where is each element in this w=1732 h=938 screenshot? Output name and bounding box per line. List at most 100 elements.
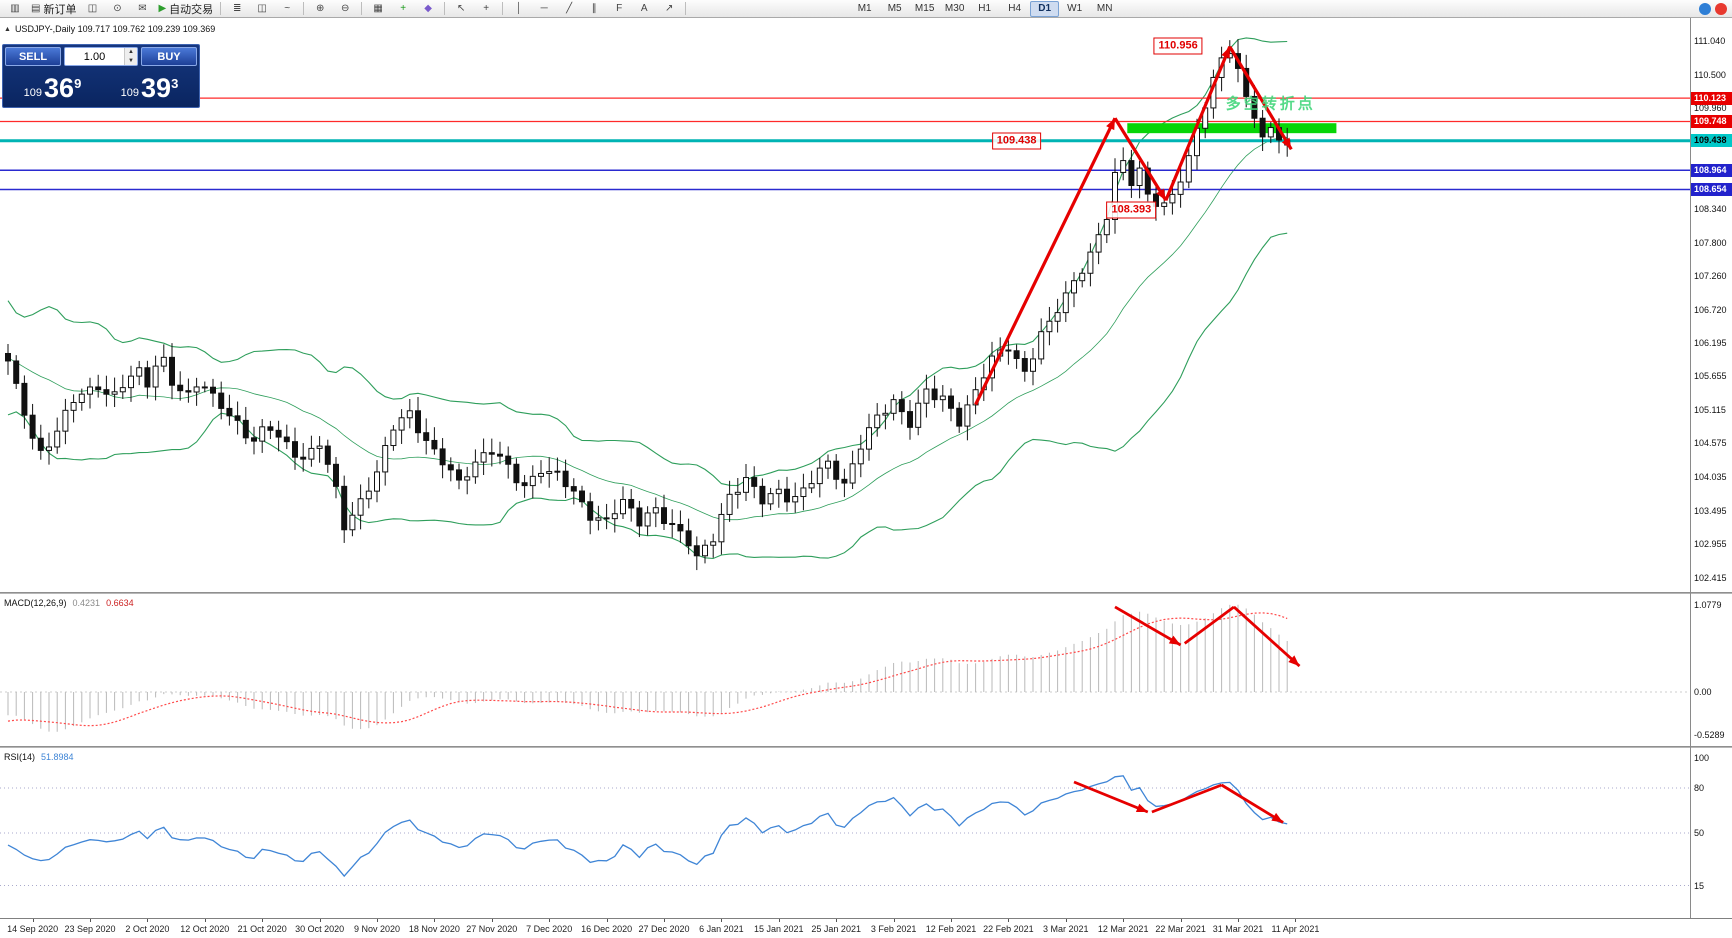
price-axis-tick: 106.195 [1694,337,1727,348]
alerts-icon[interactable]: ⊙ [105,0,129,17]
new-order-button[interactable]: ▤ 新订单 [28,0,79,17]
time-axis-label: 14 Sep 2020 [7,924,59,934]
macd-panel[interactable]: MACD(12,26,9) 0.4231 0.6634 1.0779 0.00 -0.5… [0,594,1732,746]
time-axis-label: 22 Feb 2021 [983,924,1034,934]
time-axis-tick [1238,919,1239,922]
trendline-icon[interactable]: ╱ [557,0,581,17]
time-axis-tick [721,919,723,922]
price-axis-tick: 103.495 [1694,505,1727,516]
dip-price-flag[interactable]: 108.393 [1106,201,1157,219]
timeframe-m1[interactable]: M1 [857,3,872,14]
panel-separator[interactable] [0,746,1732,748]
price-axis-tick: 105.655 [1694,371,1727,382]
crosshair-icon[interactable]: + [474,0,498,17]
time-axis-tick [377,919,378,922]
price-axis-tick: 108.340 [1694,204,1727,215]
time-axis-tick [90,919,91,922]
alerts-icon: ⊙ [113,2,122,14]
expand-ohlc-icon[interactable]: ▲ [4,25,11,33]
panel-separator[interactable] [0,592,1732,594]
rsi-axis-tick: 100 [1694,753,1710,763]
macd-axis: 1.0779 0.00 -0.5289 [1691,594,1732,746]
buy-button[interactable]: BUY [141,47,197,66]
time-axis-label: 25 Jan 2021 [811,924,861,934]
zoom-in-icon[interactable]: ⊕ [308,0,332,17]
macd-canvas[interactable] [0,594,1690,746]
price-chart-panel[interactable]: ▲ USDJPY-,Daily 109.717 109.762 109.239 … [0,18,1732,592]
horizontal-line-icon: ─ [540,2,548,14]
time-axis-tick [951,919,952,922]
timeframe-w1[interactable]: W1 [1067,3,1083,14]
volume-input[interactable] [65,48,124,65]
buy-price-display[interactable]: 109 39 3 [102,68,197,105]
sell-price-display[interactable]: 109 36 9 [5,68,100,105]
zoom-in-icon: ⊕ [315,2,325,14]
volume-down-icon[interactable]: ▼ [125,56,137,65]
peak-price-flag[interactable]: 110.956 [1153,37,1203,55]
time-axis-label: 3 Feb 2021 [870,924,917,934]
time-axis[interactable]: 14 Sep 2020 23 Sep 2020 2 Oct 2020 12 Oct 2… [0,918,1732,938]
time-axis-tick [147,919,149,922]
arrows-tool-icon: ↗ [664,2,674,14]
time-axis-label: 12 Oct 2020 [180,924,230,934]
time-axis-label: 12 Mar 2021 [1097,924,1149,934]
volume-up-icon[interactable]: ▲ [125,48,137,57]
indicators-icon: + [400,2,407,14]
price-axis-tick: 104.575 [1694,438,1727,449]
price-axis-flag: 110.123 [1691,91,1732,105]
sell-button[interactable]: SELL [5,47,61,66]
indicators-icon[interactable]: + [391,0,415,17]
candlestick-mode-icon[interactable]: ◫ [250,0,274,17]
live-update-icon[interactable] [1715,2,1727,15]
macd-axis-tick: -0.5289 [1694,729,1725,740]
cn-turning-point-note[interactable]: 多空转折点 [1225,95,1316,113]
toolbar-separator [502,2,504,15]
sell-price-main: 36 [44,73,75,103]
cursor-icon: ↖ [456,2,466,14]
time-axis-tick [664,919,665,922]
channel-icon[interactable]: ∥ [582,0,606,17]
timeframe-mn[interactable]: MN [1096,3,1113,14]
rsi-canvas[interactable] [0,748,1690,918]
support-price-flag[interactable]: 109.438 [991,132,1042,150]
symbol-header: ▲ USDJPY-,Daily 109.717 109.762 109.239 … [4,24,215,34]
new-chart-icon: ▥ [10,2,20,14]
time-axis-label: 30 Oct 2020 [295,924,345,934]
templates-icon[interactable]: ◆ [416,0,440,17]
timeframe-m5[interactable]: M5 [887,3,902,14]
fibonacci-icon[interactable]: F [607,0,631,17]
toolbar-right-icons [1699,2,1729,15]
chart-profiles-icon: ◫ [87,2,98,14]
tile-windows-icon[interactable]: ▦ [366,0,390,17]
timeframe-m30[interactable]: M30 [944,3,965,14]
timeframe-m15[interactable]: M15 [914,3,935,14]
cursor-icon[interactable]: ↖ [449,0,473,17]
zoom-out-icon[interactable]: ⊖ [333,0,357,17]
auto-trading-button[interactable]: ▶ 自动交易 [155,0,216,17]
price-axis[interactable]: 111.040 110.500 109.960 108.340 107.800 107.2… [1691,18,1732,592]
tile-windows-icon: ▦ [373,2,383,14]
time-axis-label: 7 Dec 2020 [526,924,573,934]
community-icon[interactable] [1699,2,1711,15]
price-chart-canvas[interactable] [0,18,1690,592]
time-axis-label: 31 Mar 2021 [1212,924,1264,934]
new-chart-icon[interactable]: ▥ [3,0,27,17]
rsi-panel[interactable]: RSI(14) 51.8984 100 80 50 15 [0,748,1732,918]
time-axis-tick [32,919,34,922]
toolbar-separator [220,2,222,15]
bar-chart-mode-icon[interactable]: ≣ [225,0,249,17]
arrows-tool-icon[interactable]: ↗ [657,0,681,17]
time-axis-tick [1065,919,1067,922]
mail-icon[interactable]: ✉ [130,0,154,17]
timeframe-d1[interactable]: D1 [1030,0,1060,17]
time-axis-label: 18 Nov 2020 [408,924,460,934]
timeframe-h1[interactable]: H1 [978,3,992,14]
horizontal-line-icon[interactable]: ─ [532,0,556,17]
price-axis-tick: 111.040 [1694,36,1726,47]
timeframe-h4[interactable]: H4 [1008,3,1022,14]
text-icon[interactable]: A [632,0,656,17]
price-axis-tick: 107.800 [1694,237,1727,248]
vertical-line-icon[interactable]: │ [507,0,531,17]
line-chart-mode-icon[interactable]: ~ [275,0,299,17]
chart-profiles-icon[interactable]: ◫ [80,0,104,17]
